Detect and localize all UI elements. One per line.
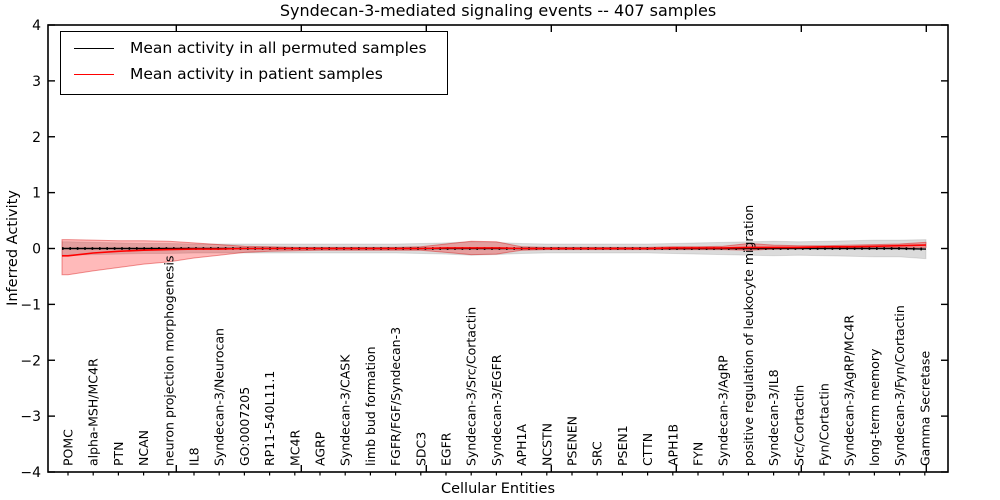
y-tick-label: −1: [20, 297, 41, 313]
patient-mean-line: [62, 244, 926, 257]
legend-item-patient: Mean activity in patient samples: [74, 64, 427, 84]
x-tick-label: IL8: [187, 447, 202, 466]
x-tick-label: NCSTN: [539, 423, 554, 466]
x-tick-label: MC4R: [287, 430, 302, 466]
x-tick-label: Syndecan-3/CASK: [338, 354, 353, 466]
x-tick-label: CTTN: [640, 433, 655, 466]
x-tick-label: SRC: [590, 441, 605, 466]
x-tick-label: Gamma Secretase: [917, 351, 932, 466]
x-tick-label: positive regulation of leukocyte migrati…: [741, 205, 756, 466]
x-tick-label: Syndecan-3/Fyn/Cortactin: [892, 305, 907, 466]
x-tick-label: limb bud formation: [363, 346, 378, 466]
y-tick-label: −2: [20, 353, 41, 369]
y-tick-label: 0: [32, 242, 41, 258]
x-tick-label: PSEN1: [615, 425, 630, 466]
x-tick-label: FGFR/FGF/Syndecan-3: [388, 327, 403, 466]
legend: Mean activity in all permuted samples Me…: [60, 31, 448, 95]
x-tick-label: FYN: [691, 442, 706, 466]
y-tick-label: 3: [32, 74, 41, 90]
x-tick-label: Syndecan-3/AgRP: [716, 355, 731, 466]
y-tick-label: −3: [20, 409, 41, 425]
y-tick-label: 1: [32, 186, 41, 202]
x-tick-label: Syndecan-3/IL8: [766, 369, 781, 466]
x-axis-label: Cellular Entities: [440, 481, 556, 497]
x-tick-label: RP11-540L11.1: [262, 371, 277, 466]
y-tick-label: 2: [32, 130, 41, 146]
y-tick-label: 4: [32, 18, 41, 34]
x-tick-label: APH1A: [514, 424, 529, 466]
x-tick-label: AGRP: [313, 431, 328, 466]
legend-label-permuted: Mean activity in all permuted samples: [130, 39, 427, 57]
y-tick-label: −4: [20, 465, 41, 481]
permuted-line-swatch: [74, 48, 114, 50]
x-tick-label: POMC: [61, 429, 76, 466]
legend-item-permuted: Mean activity in all permuted samples: [74, 39, 427, 58]
y-axis-label: Inferred Activity: [5, 190, 21, 306]
x-tick-label: NCAN: [136, 430, 151, 466]
x-tick-label: PTN: [111, 441, 126, 466]
x-tick-label: GO:0007205: [237, 387, 252, 466]
x-tick-label: Src/Cortactin: [791, 385, 806, 466]
x-tick-label: long-term memory: [867, 348, 882, 466]
x-tick-label: APH1B: [665, 424, 680, 466]
chart-title: Syndecan-3-mediated signaling events -- …: [279, 1, 717, 20]
x-tick-label: SDC3: [413, 432, 428, 466]
x-tick-label: EGFR: [439, 432, 454, 466]
patient-line-swatch: [74, 74, 114, 76]
x-tick-label: Syndecan-3/Neurocan: [212, 328, 227, 466]
x-tick-label: Syndecan-3/AgRP/MC4R: [842, 315, 857, 466]
x-tick-label: neuron projection morphogenesis: [161, 255, 176, 466]
legend-label-patient: Mean activity in patient samples: [130, 64, 383, 83]
x-tick-label: Fyn/Cortactin: [817, 383, 832, 466]
x-tick-label: alpha-MSH/MC4R: [86, 358, 101, 466]
x-tick-label: Syndecan-3/EGFR: [489, 354, 504, 466]
x-tick-label: Syndecan-3/Src/Cortactin: [464, 307, 479, 466]
x-tick-label: PSENEN: [565, 416, 580, 466]
